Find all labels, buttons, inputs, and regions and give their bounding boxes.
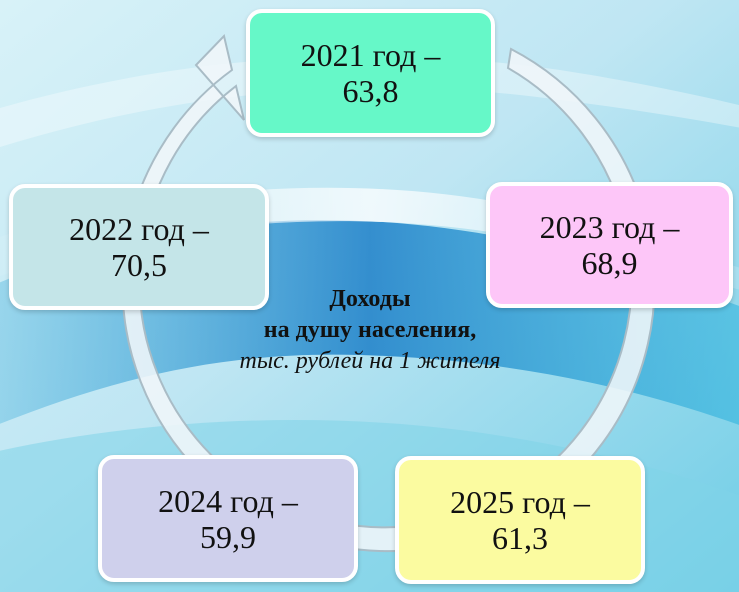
year-label: 2023 год – bbox=[539, 209, 680, 245]
year-box-2023: 2023 год – 68,9 bbox=[486, 182, 733, 308]
year-value: 70,5 bbox=[111, 247, 167, 283]
year-label: 2025 год – bbox=[450, 484, 590, 520]
caption-units: тыс. рублей на 1 жителя bbox=[239, 348, 501, 374]
year-box-2024: 2024 год – 59,9 bbox=[98, 455, 358, 582]
year-label: 2024 год – bbox=[158, 482, 298, 519]
year-box-2025: 2025 год – 61,3 bbox=[395, 456, 645, 584]
year-label: 2021 год – bbox=[300, 37, 441, 73]
year-box-2022: 2022 год – 70,5 bbox=[9, 184, 269, 310]
year-value: 68,9 bbox=[581, 245, 638, 281]
year-value: 59,9 bbox=[200, 518, 256, 555]
year-value: 63,8 bbox=[342, 73, 399, 109]
year-box-2021: 2021 год – 63,8 bbox=[246, 9, 495, 137]
caption-title: Доходы bbox=[329, 286, 411, 312]
year-label: 2022 год – bbox=[69, 211, 209, 247]
year-value: 61,3 bbox=[492, 520, 548, 556]
center-caption: Доходы на душу населения, тыс. рублей на… bbox=[190, 284, 550, 377]
caption-subtitle: на душу населения, bbox=[263, 317, 477, 343]
